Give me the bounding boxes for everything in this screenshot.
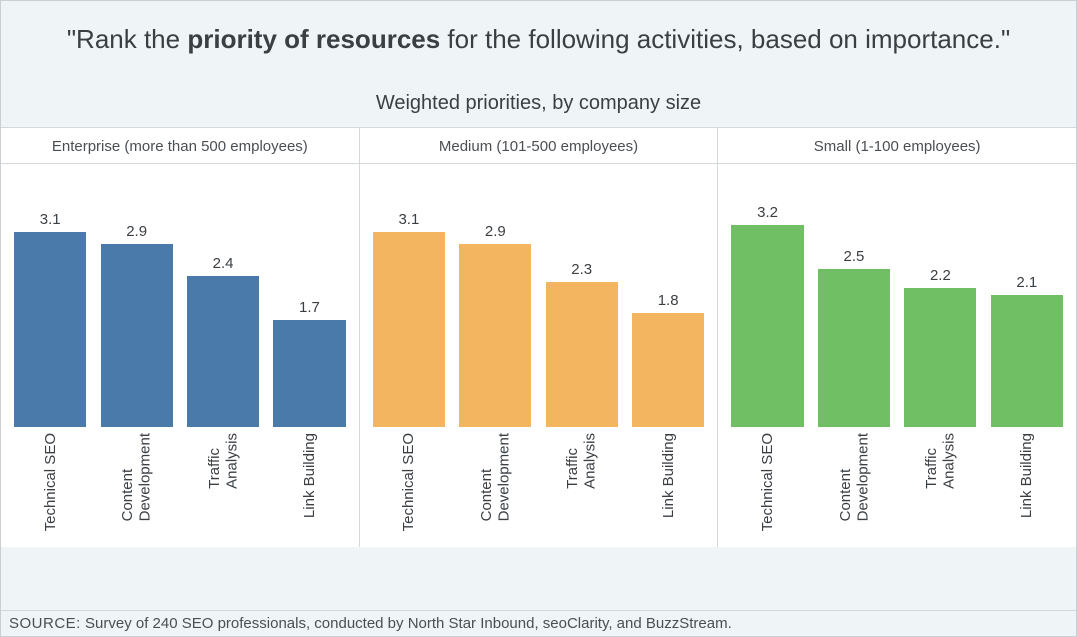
xtick-label: Link Building	[660, 433, 677, 518]
bar	[14, 232, 86, 427]
bar	[101, 244, 173, 426]
panel-header: Enterprise (more than 500 employees)	[1, 128, 359, 164]
xtick: Technical SEO	[370, 433, 448, 547]
title-post: for the following activities, based on i…	[440, 24, 1010, 54]
bar	[273, 320, 345, 427]
bar	[904, 288, 976, 426]
panel-xaxis: Technical SEO Content Development Traffic …	[718, 427, 1076, 547]
source-line: SOURCE: Survey of 240 SEO professionals,…	[1, 610, 1076, 636]
bar	[632, 313, 704, 426]
bar-wrap: 2.2	[901, 164, 979, 427]
bar-value-label: 2.2	[930, 267, 951, 284]
bar-wrap: 2.5	[815, 164, 893, 427]
xtick: Technical SEO	[728, 433, 806, 547]
chart-panel: Medium (101-500 employees) 3.1 2.9 2.3 1.8 Te…	[360, 128, 719, 547]
source-text: Survey of 240 SEO professionals, conduct…	[81, 615, 732, 632]
bar-wrap: 2.9	[97, 164, 175, 427]
chart-title: "Rank the priority of resources for the …	[1, 1, 1076, 62]
bar-wrap: 1.8	[629, 164, 707, 427]
panel-xaxis: Technical SEO Content Development Traffic …	[1, 427, 359, 547]
chart-subtitle: Weighted priorities, by company size	[1, 62, 1076, 127]
panel-header: Small (1-100 employees)	[718, 128, 1076, 164]
bar-wrap: 3.1	[370, 164, 448, 427]
bar-value-label: 2.3	[571, 261, 592, 278]
xtick-label: Content Development	[837, 433, 872, 521]
chart-frame: "Rank the priority of resources for the …	[0, 0, 1077, 637]
bar-value-label: 2.9	[126, 223, 147, 240]
bar-value-label: 1.7	[299, 299, 320, 316]
xtick-label: Traffic Analysis	[923, 433, 958, 489]
chart-panel: Enterprise (more than 500 employees) 3.1 2…	[1, 128, 360, 547]
xtick-label: Technical SEO	[759, 433, 776, 531]
chart-panel: Small (1-100 employees) 3.2 2.5 2.2 2.1 Techn…	[718, 128, 1076, 547]
bar-value-label: 3.1	[40, 211, 61, 228]
bar-wrap: 3.2	[728, 164, 806, 427]
title-bold: priority of resources	[187, 24, 440, 54]
xtick: Traffic Analysis	[184, 433, 262, 547]
xtick-label: Traffic Analysis	[206, 433, 241, 489]
bar-wrap: 2.9	[456, 164, 534, 427]
xtick: Link Building	[629, 433, 707, 547]
bar-value-label: 1.8	[658, 292, 679, 309]
xtick-label: Link Building	[301, 433, 318, 518]
bar-value-label: 2.9	[485, 223, 506, 240]
panel-plot: 3.1 2.9 2.3 1.8	[360, 164, 718, 427]
panel-xaxis: Technical SEO Content Development Traffic …	[360, 427, 718, 547]
bar-value-label: 3.1	[398, 211, 419, 228]
xtick-label: Link Building	[1018, 433, 1035, 518]
xtick-label: Technical SEO	[42, 433, 59, 531]
panel-header: Medium (101-500 employees)	[360, 128, 718, 164]
bar	[187, 276, 259, 427]
bar	[459, 244, 531, 426]
xtick-label: Technical SEO	[400, 433, 417, 531]
xtick-label: Content Development	[478, 433, 513, 521]
xtick: Content Development	[456, 433, 534, 547]
bar-wrap: 3.1	[11, 164, 89, 427]
bar-value-label: 2.1	[1016, 274, 1037, 291]
bar-wrap: 2.4	[184, 164, 262, 427]
bar-wrap: 2.1	[988, 164, 1066, 427]
xtick: Link Building	[270, 433, 348, 547]
title-pre: "Rank the	[67, 24, 188, 54]
xtick: Content Development	[97, 433, 175, 547]
bar-wrap: 1.7	[270, 164, 348, 427]
xtick: Link Building	[988, 433, 1066, 547]
bar	[373, 232, 445, 427]
bar-value-label: 2.5	[844, 248, 865, 265]
chart-panels: Enterprise (more than 500 employees) 3.1 2…	[1, 127, 1076, 547]
xtick: Traffic Analysis	[543, 433, 621, 547]
panel-plot: 3.1 2.9 2.4 1.7	[1, 164, 359, 427]
xtick: Content Development	[815, 433, 893, 547]
xtick: Technical SEO	[11, 433, 89, 547]
bar-wrap: 2.3	[543, 164, 621, 427]
source-label: SOURCE:	[9, 615, 81, 632]
panel-plot: 3.2 2.5 2.2 2.1	[718, 164, 1076, 427]
bar-value-label: 2.4	[213, 255, 234, 272]
bar	[818, 269, 890, 426]
xtick-label: Content Development	[119, 433, 154, 521]
bar	[991, 295, 1063, 427]
bar-value-label: 3.2	[757, 204, 778, 221]
xtick-label: Traffic Analysis	[564, 433, 599, 489]
bar	[731, 225, 803, 426]
xtick: Traffic Analysis	[901, 433, 979, 547]
bar	[546, 282, 618, 427]
